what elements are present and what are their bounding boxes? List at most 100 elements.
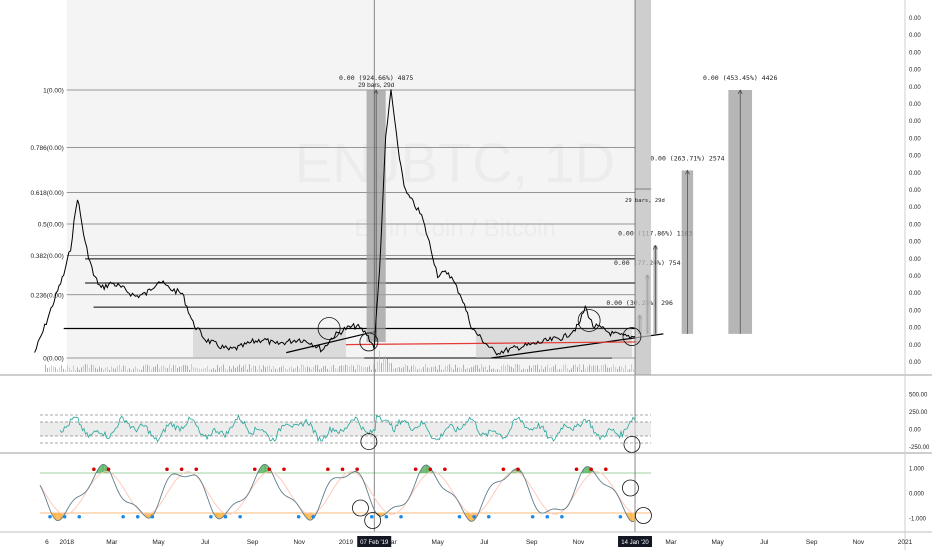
x-tick-label: Mar — [106, 539, 118, 546]
volume-bar — [625, 364, 626, 372]
osc2-tick: 0.000 — [909, 492, 925, 498]
osc2-signal — [39, 471, 635, 515]
volume-bar — [203, 368, 204, 372]
volume-bar — [489, 365, 490, 372]
osc2-buy-dot — [150, 514, 155, 519]
osc1-tick: 0.00 — [909, 428, 921, 434]
volume-bar — [269, 365, 270, 372]
x-highlight-badge — [618, 536, 653, 547]
volume-bar — [175, 365, 176, 372]
x-tick-label: Sep — [806, 539, 818, 546]
volume-bar — [549, 367, 550, 372]
price-tick: 0.00 — [909, 85, 921, 91]
highlight-circle — [577, 309, 601, 332]
volume-bar — [249, 364, 250, 372]
volume-bar — [599, 369, 600, 372]
osc2-buy-dot — [62, 514, 67, 519]
volume-bar — [325, 365, 326, 372]
volume-bar — [299, 368, 300, 372]
volume-bar — [279, 367, 280, 372]
osc1-line — [59, 414, 635, 443]
fib-label: 1(0.00) — [43, 88, 64, 95]
volume-bar — [397, 367, 398, 372]
fib-zone-shade — [66, 0, 636, 372]
volume-bar — [495, 369, 496, 372]
volume-bar — [275, 368, 276, 372]
x-tick-label: Sep — [526, 539, 538, 546]
volume-bar — [345, 364, 346, 372]
projection-label: 29 bars, 29d — [625, 198, 665, 204]
volume-bar — [101, 367, 102, 372]
volume-bar — [339, 366, 340, 372]
volume-bar — [403, 367, 404, 372]
osc2-buy-dot — [472, 514, 476, 519]
volume-bar — [347, 365, 348, 372]
volume-bar — [545, 366, 546, 372]
volume-bar — [457, 367, 458, 372]
volume-bar — [285, 368, 286, 372]
projection-box — [635, 0, 652, 375]
volume-bar — [191, 364, 192, 372]
volume-bar — [281, 366, 282, 372]
volume-bar — [423, 366, 424, 372]
volume-bar — [393, 368, 394, 372]
volume-bar — [499, 369, 500, 372]
volume-bar — [303, 365, 304, 372]
x-tick-label: Jul — [760, 539, 769, 546]
volume-bar — [387, 358, 388, 372]
volume-bar — [431, 367, 432, 372]
volume-bar — [201, 369, 202, 372]
volume-bar — [441, 369, 442, 372]
watermark-symbol: ENJBTC, 1D — [295, 131, 616, 194]
volume-bar — [91, 364, 92, 372]
volume-bar — [161, 365, 162, 372]
price-tick: 0.00 — [909, 205, 921, 211]
x-highlight-badge — [357, 536, 392, 547]
volume-bar — [287, 369, 288, 372]
osc1-tick: 500.00 — [909, 393, 928, 399]
osc2-buy-dot — [530, 514, 535, 519]
volume-bar — [611, 366, 612, 372]
volume-bar — [371, 369, 372, 372]
volume-bar — [447, 365, 448, 372]
volume-bar — [133, 368, 134, 372]
volume-bar — [321, 368, 322, 372]
volume-bar — [595, 365, 596, 372]
volume-bar — [253, 365, 254, 372]
volume-bar — [515, 364, 516, 372]
osc2-sell-dot — [589, 467, 593, 472]
volume-bar — [187, 365, 188, 372]
volume-bar — [301, 364, 302, 372]
volume-bar — [341, 365, 342, 372]
volume-bar — [165, 367, 166, 372]
volume-bar — [589, 364, 590, 372]
volume-bar — [263, 365, 264, 372]
volume-bar — [123, 365, 124, 372]
osc2-buy-dot — [135, 514, 140, 519]
volume-bar — [427, 367, 428, 372]
osc2-tick: 1.000 — [909, 467, 925, 473]
osc2-buy-dot — [399, 514, 403, 519]
volume-bar — [135, 366, 136, 372]
volume-bar — [471, 367, 472, 372]
price-tick: 0.00 — [909, 136, 921, 142]
volume-bar — [391, 363, 392, 372]
volume-bar — [353, 365, 354, 372]
x-tick-label: Mar — [665, 539, 677, 546]
volume-bar — [111, 366, 112, 372]
price-tick: 0.00 — [909, 240, 921, 246]
volume-bar — [555, 364, 556, 372]
volume-bar — [363, 367, 364, 372]
volume-bar — [103, 369, 104, 372]
volume-bar — [289, 367, 290, 372]
volume-bar — [469, 368, 470, 372]
volume-bar — [389, 362, 390, 372]
x-tick-label: Jul — [480, 539, 489, 546]
price-tick: 0.00 — [909, 343, 921, 349]
volume-bar — [527, 368, 528, 372]
measure-arrowhead — [373, 89, 379, 95]
volume-bar — [491, 368, 492, 372]
volume-bar — [93, 364, 94, 372]
volume-bar — [79, 369, 80, 372]
volume-bar — [473, 366, 474, 372]
